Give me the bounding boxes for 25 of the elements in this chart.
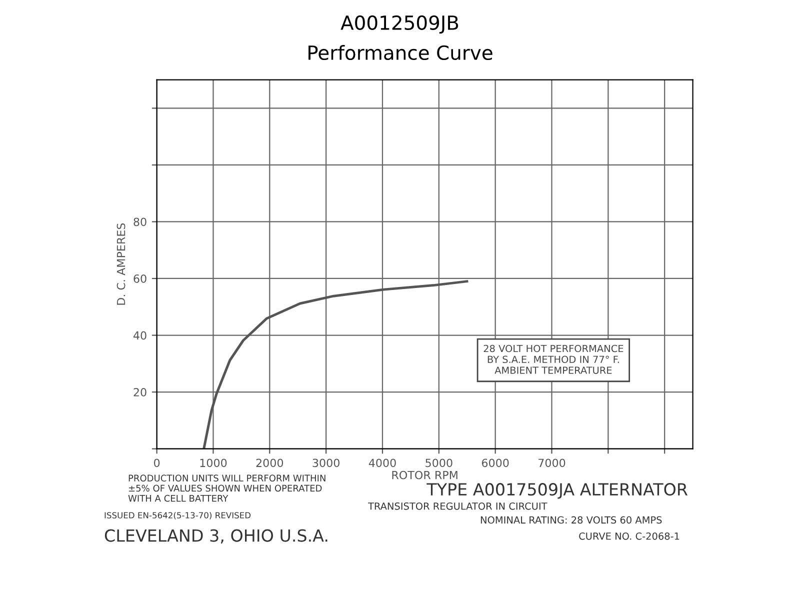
text: PRODUCTION UNITS WILL PERFORM WITHIN ±5% OF VALUES SHOWN WHEN OPERATED WITH A CELL BATTERY	[128, 474, 326, 502]
x-tick-label: 1000	[200, 458, 227, 468]
y-tick-label: 80	[134, 218, 146, 226]
line-series	[202, 280, 468, 449]
x-tick-label: 2000	[256, 458, 284, 468]
chart-title: A0012509JB	[340, 15, 458, 34]
chart-subtitle: Performance Curve	[308, 45, 492, 60]
text: CLEVELAND 3, OHIO U.S.A.	[104, 529, 328, 544]
y-tick-label: 60	[134, 274, 146, 283]
x-tick-label: 6000	[482, 458, 509, 468]
text: CURVE NO. C-2068-1	[579, 532, 680, 540]
x-tick-label: 3000	[312, 458, 340, 468]
y-tick-label: 40	[133, 331, 146, 340]
text: TRANSISTOR REGULATOR IN CIRCUIT	[368, 502, 548, 510]
text: ISSUED EN-5642(5-13-70) REVISED	[104, 512, 251, 520]
annotation: 28 VOLT HOT PERFORMANCE BY S.A.E. METHOD IN 77° F. AMBIENT TEMPERATURE	[484, 344, 624, 374]
x-tick-label: 5000	[426, 458, 452, 468]
x-tick-label: 4000	[368, 458, 396, 468]
text: TYPE A0017509JA ALTERNATOR	[426, 483, 688, 499]
x-tick-label: 7000	[538, 458, 566, 468]
y-axis-title: D. C. AMPERES	[116, 223, 126, 305]
x-axis-title: ROTOR RPM	[392, 470, 458, 480]
x-tick-label: 0	[154, 458, 160, 468]
y-tick-label: 20	[134, 388, 146, 396]
text: NOMINAL RATING: 28 VOLTS 60 AMPS	[480, 516, 662, 524]
